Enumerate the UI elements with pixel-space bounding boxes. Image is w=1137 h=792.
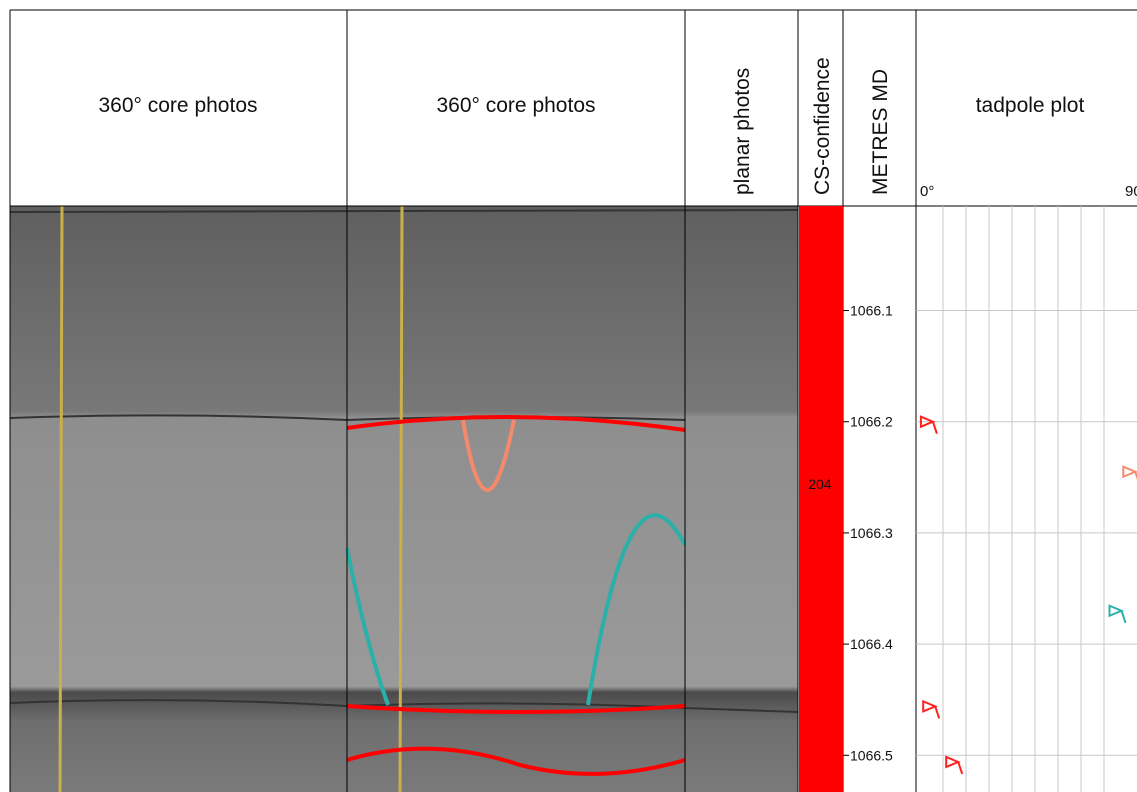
tadpole-head: [923, 701, 935, 711]
depth-label: 1066.1: [850, 303, 893, 319]
tadpole: [921, 417, 937, 434]
tadpole-head: [1110, 606, 1122, 616]
depth-label: 1066.4: [850, 636, 893, 652]
orientation-line: [60, 206, 62, 792]
tadpole-tail: [933, 422, 937, 434]
header: METRES MD: [869, 69, 892, 195]
header: CS-confidence: [811, 57, 834, 195]
dip-label: 90°: [1125, 183, 1137, 200]
tadpole-head: [946, 757, 958, 767]
depth-label: 1066.5: [850, 747, 893, 763]
tadpole: [946, 757, 962, 774]
depth-label: 1066.2: [850, 414, 893, 430]
tadpole: [1110, 606, 1126, 623]
log-view: 360° core photos 360° core photos planar…: [0, 0, 1137, 792]
depth-label: 1066.3: [850, 525, 893, 541]
confidence-bar: [799, 206, 843, 792]
tadpole-head: [1123, 467, 1135, 477]
header: planar photos: [731, 68, 754, 195]
confidence-label: 204: [808, 476, 832, 492]
orientation-line: [400, 206, 402, 792]
planar-photo: [685, 206, 798, 792]
header: 360° core photos: [98, 94, 257, 117]
tadpole-tail: [958, 762, 962, 774]
header: 360° core photos: [436, 94, 595, 117]
tadpole: [1123, 467, 1137, 484]
tadpole: [923, 701, 939, 718]
tadpole-tail: [1122, 611, 1126, 623]
header: tadpole plot: [976, 94, 1085, 117]
tadpole-tail: [935, 706, 939, 718]
dip-label: 0°: [920, 183, 934, 200]
